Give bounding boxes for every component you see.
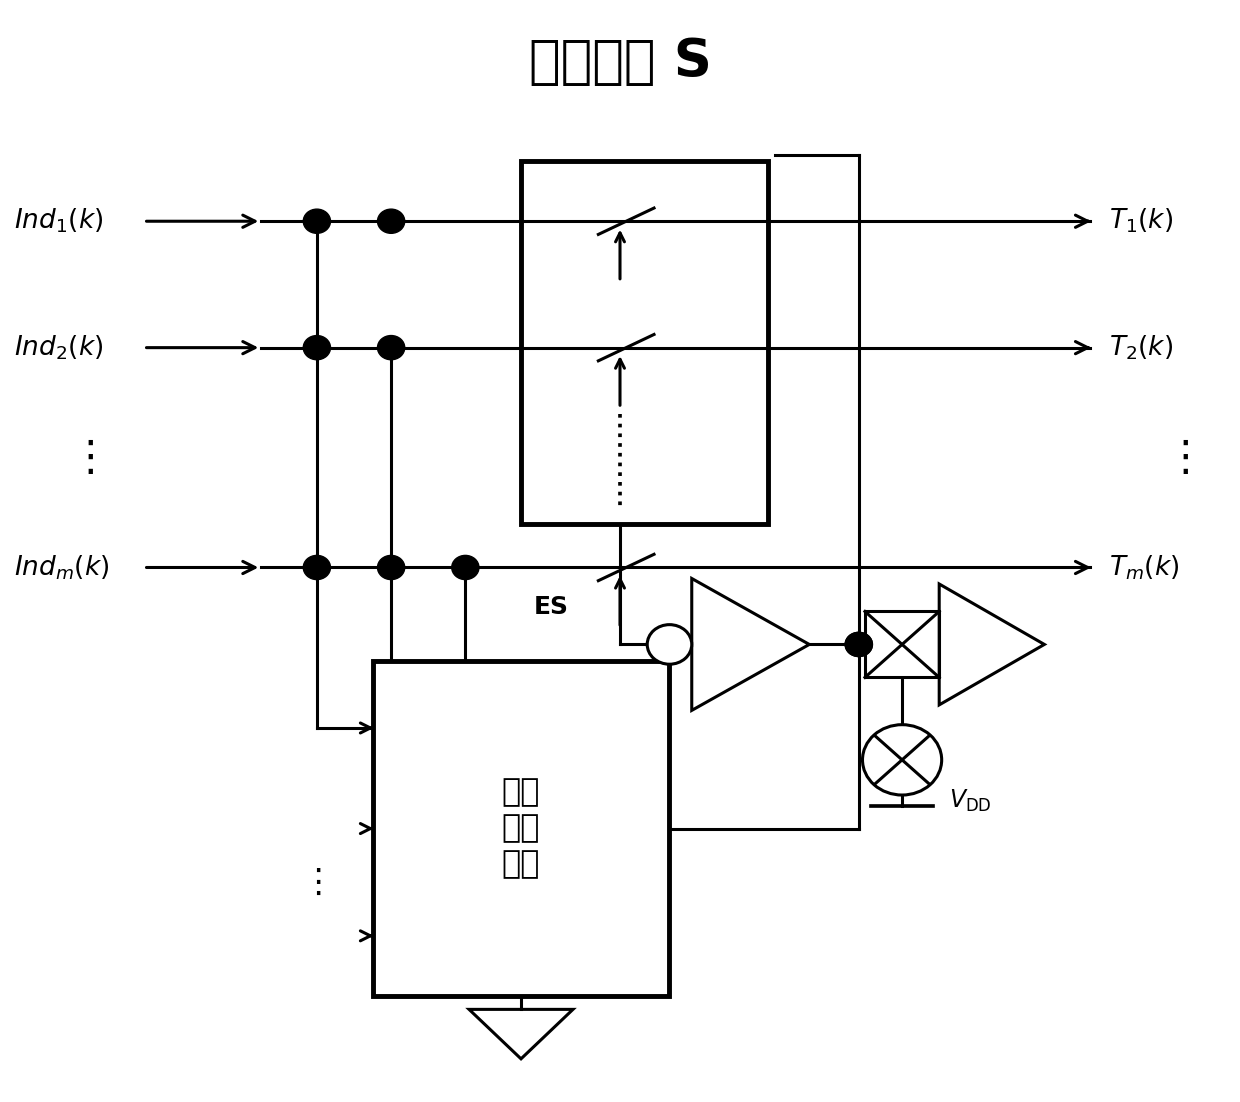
Text: ES: ES: [533, 595, 568, 619]
Text: $\vdots$: $\vdots$: [1164, 436, 1189, 478]
Circle shape: [451, 555, 479, 580]
Circle shape: [377, 555, 404, 580]
Circle shape: [647, 625, 692, 665]
Text: $\mathit{Ind}_{1}(k)$: $\mathit{Ind}_{1}(k)$: [14, 207, 103, 236]
Text: $T_1(k)$: $T_1(k)$: [1109, 207, 1173, 236]
Text: $\mathit{Ind}_{m}(k)$: $\mathit{Ind}_{m}(k)$: [14, 553, 109, 582]
Text: $\vdots$: $\vdots$: [69, 436, 94, 478]
Bar: [866, 612, 939, 678]
Text: $T_2(k)$: $T_2(k)$: [1109, 334, 1173, 361]
Text: $T_m(k)$: $T_m(k)$: [1109, 553, 1179, 582]
Circle shape: [863, 725, 941, 795]
Circle shape: [846, 633, 873, 657]
Text: $\mathit{Ind}_{2}(k)$: $\mathit{Ind}_{2}(k)$: [14, 334, 103, 361]
Text: $V_{\mathrm{DD}}$: $V_{\mathrm{DD}}$: [949, 788, 992, 813]
Bar: [372, 661, 670, 996]
Circle shape: [304, 209, 331, 234]
Circle shape: [377, 335, 404, 359]
Circle shape: [304, 555, 331, 580]
Circle shape: [377, 209, 404, 234]
Text: $\vdots$: $\vdots$: [300, 866, 321, 899]
Text: 组合开关 S: 组合开关 S: [528, 36, 712, 88]
Bar: [521, 161, 769, 523]
Circle shape: [846, 633, 873, 657]
Circle shape: [304, 335, 331, 359]
Text: 逻辑
决策
模块: 逻辑 决策 模块: [502, 777, 541, 879]
